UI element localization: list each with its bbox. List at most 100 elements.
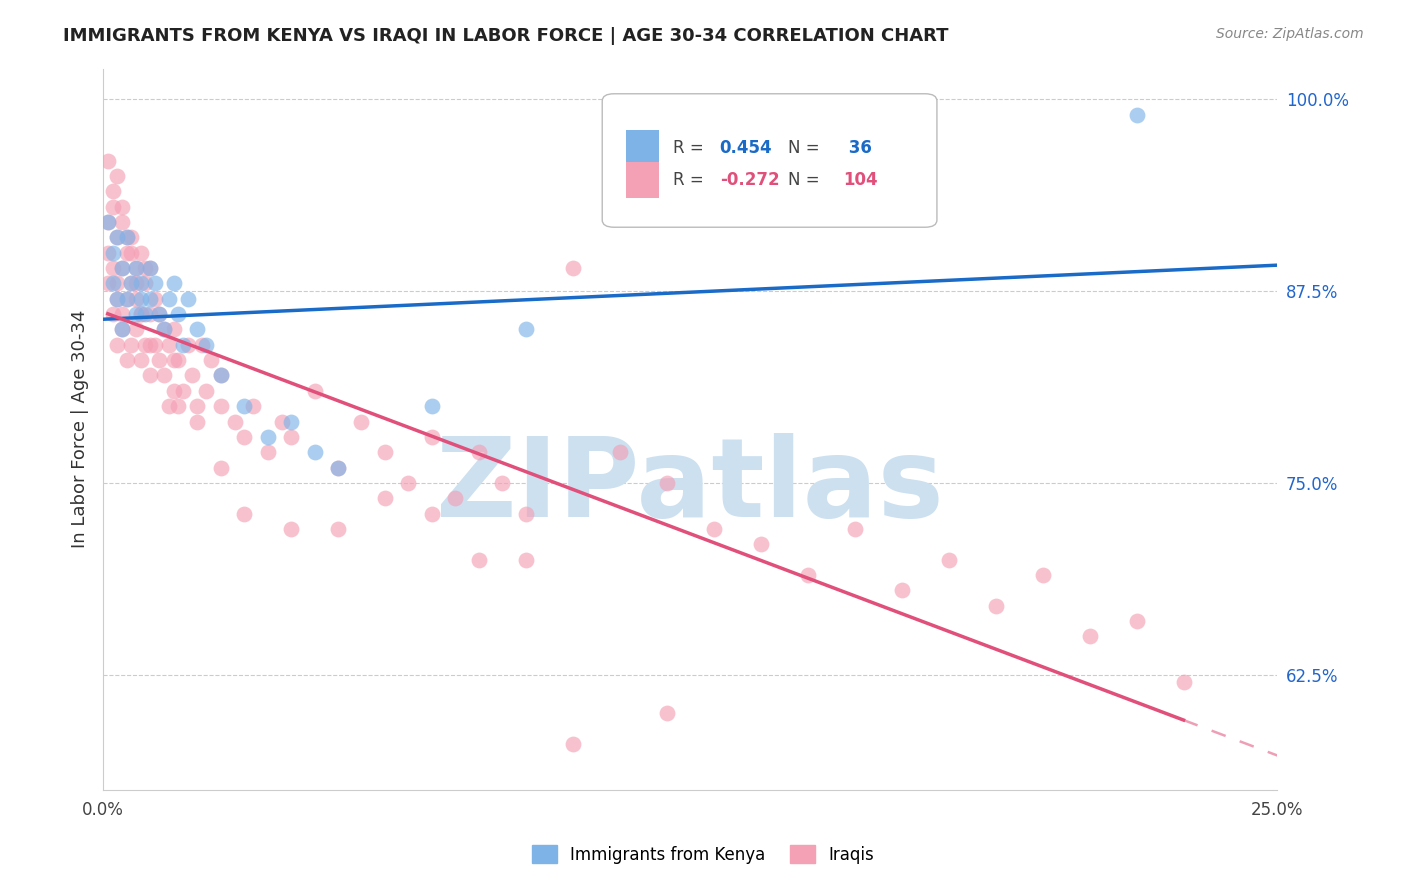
Point [105,277,128,291]
Point [157,292,180,306]
Point [97,277,120,291]
Point [1125,107,1147,121]
Point [374,491,396,506]
Point [326,460,349,475]
Point [111,261,134,276]
Point [280,430,302,444]
Point [844,522,866,536]
Point [200,353,222,368]
Point [153,322,176,336]
Point [105,292,128,306]
Point [143,338,166,352]
Point [195,338,218,352]
Point [256,445,278,459]
Point [105,169,128,183]
Point [125,261,148,276]
Point [326,522,349,536]
Point [105,338,128,352]
Point [938,552,960,566]
Point [186,399,208,413]
Point [97,215,120,229]
Point [515,322,537,336]
Point [515,507,537,521]
Point [120,277,142,291]
Point [181,368,204,383]
Point [111,215,134,229]
Point [125,277,148,291]
Point [101,184,124,198]
Y-axis label: In Labor Force | Age 30-34: In Labor Force | Age 30-34 [72,310,89,549]
Point [420,507,443,521]
Point [420,430,443,444]
Point [139,261,162,276]
Point [420,399,443,413]
Point [326,460,349,475]
Point [97,153,120,168]
Point [176,338,198,352]
Point [120,230,142,244]
Point [167,353,190,368]
Point [148,353,170,368]
Point [655,475,678,490]
Point [233,399,256,413]
Point [120,277,142,291]
Point [115,292,138,306]
Point [280,415,302,429]
Point [143,277,166,291]
Point [139,338,162,352]
Point [115,230,138,244]
Text: R =: R = [672,171,709,189]
Point [162,353,184,368]
Point [111,307,134,321]
Point [561,737,583,751]
Point [468,552,491,566]
Point [115,353,138,368]
Point [157,338,180,352]
Point [105,230,128,244]
Point [101,307,124,321]
Point [186,322,208,336]
Point [398,475,420,490]
Text: -0.272: -0.272 [720,171,779,189]
Point [129,307,152,321]
Point [139,261,162,276]
Point [115,292,138,306]
Point [561,261,583,276]
Point [172,384,194,398]
Point [139,307,162,321]
Point [125,292,148,306]
Point [233,507,256,521]
Text: ZIPatlas: ZIPatlas [436,434,945,541]
Point [139,368,162,383]
Point [256,430,278,444]
Point [129,307,152,321]
Point [125,307,148,321]
Point [111,322,134,336]
Point [191,338,214,352]
Point [167,399,190,413]
Point [186,415,208,429]
Point [749,537,772,551]
Point [233,430,256,444]
Point [139,292,162,306]
Point [129,353,152,368]
FancyBboxPatch shape [602,94,936,227]
Text: 104: 104 [844,171,877,189]
Point [134,261,156,276]
Point [148,307,170,321]
Point [270,415,292,429]
Text: IMMIGRANTS FROM KENYA VS IRAQI IN LABOR FORCE | AGE 30-34 CORRELATION CHART: IMMIGRANTS FROM KENYA VS IRAQI IN LABOR … [63,27,949,45]
Point [280,522,302,536]
Point [167,307,190,321]
Point [176,292,198,306]
Point [162,322,184,336]
Point [515,552,537,566]
Text: N =: N = [787,139,825,157]
Point [111,200,134,214]
Point [111,261,134,276]
Point [125,322,148,336]
Point [209,460,232,475]
Point [304,445,326,459]
Point [125,261,148,276]
Point [1173,675,1195,690]
